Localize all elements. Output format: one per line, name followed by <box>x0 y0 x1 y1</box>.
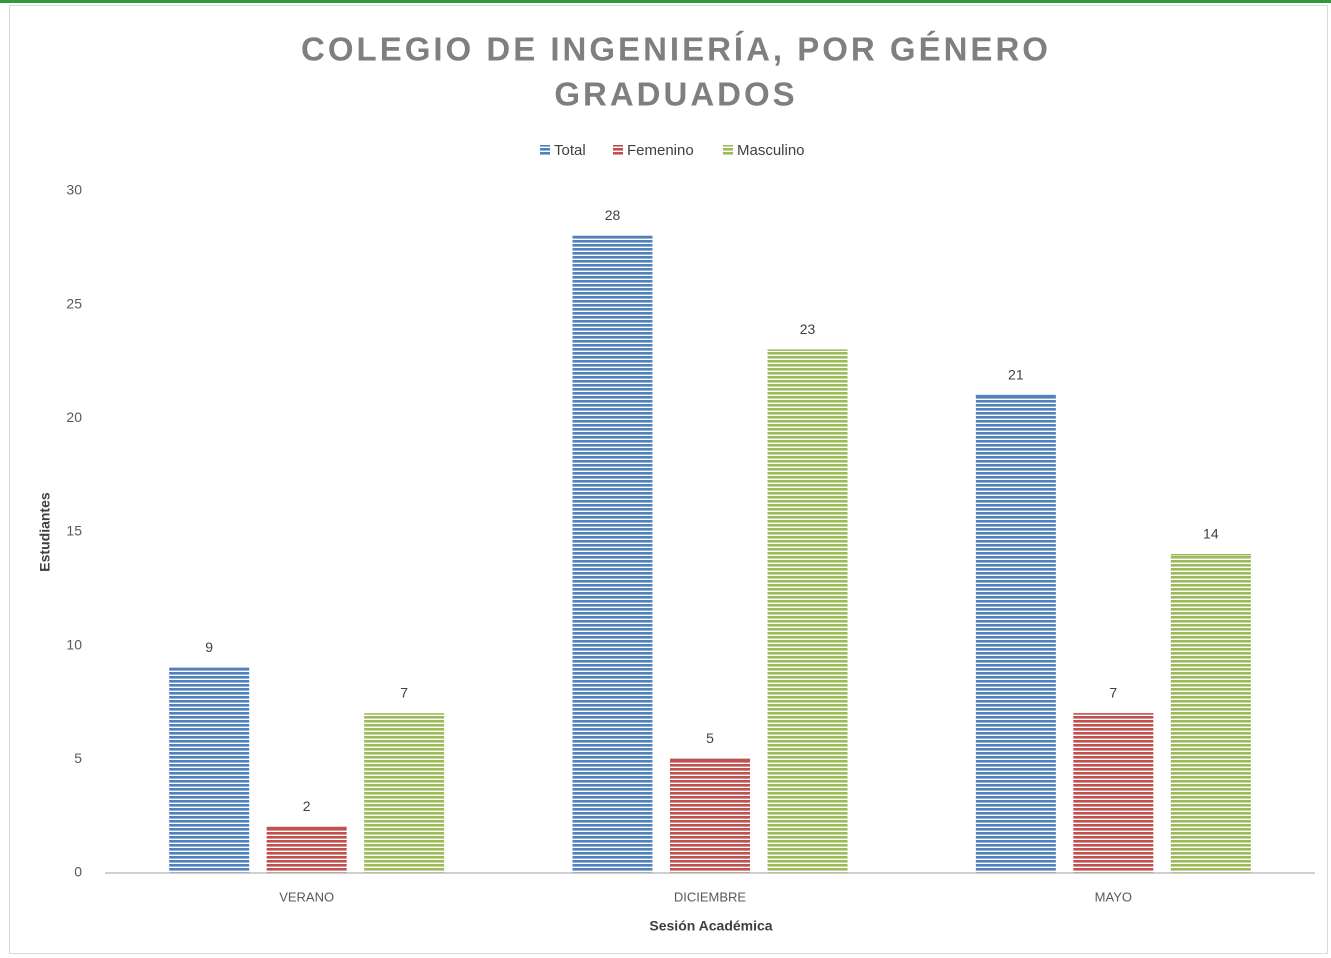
data-label: 23 <box>800 321 816 337</box>
y-tick-label: 20 <box>66 409 82 425</box>
chart-title: GRADUADOS <box>554 76 797 113</box>
bar <box>572 236 653 873</box>
data-label: 28 <box>605 207 621 223</box>
legend-swatch <box>540 145 550 155</box>
legend-label: Femenino <box>627 142 694 159</box>
bar <box>169 668 250 873</box>
x-tick-label: VERANO <box>279 889 334 904</box>
x-axis-title: Sesión Académica <box>649 918 772 934</box>
data-label: 14 <box>1203 525 1219 541</box>
bar <box>1073 713 1154 873</box>
data-label: 5 <box>706 730 714 746</box>
bar <box>266 827 347 873</box>
top-bar <box>0 0 1331 3</box>
y-tick-label: 30 <box>66 182 82 198</box>
data-label: 9 <box>205 639 213 655</box>
bar <box>767 350 848 874</box>
chart-border <box>9 5 1328 954</box>
bar <box>670 759 750 873</box>
data-label: 7 <box>400 685 408 701</box>
bar <box>1170 554 1251 873</box>
legend-swatch <box>613 145 623 155</box>
bar <box>364 713 445 873</box>
y-tick-label: 0 <box>74 864 82 880</box>
y-tick-label: 15 <box>66 523 82 539</box>
legend-label: Masculino <box>737 142 805 159</box>
data-label: 21 <box>1008 366 1024 382</box>
legend-label: Total <box>554 142 586 159</box>
y-tick-label: 5 <box>74 750 82 766</box>
chart-title: COLEGIO DE INGENIERÍA, POR GÉNERO <box>301 31 1051 68</box>
data-label: 7 <box>1109 685 1117 701</box>
legend-swatch <box>723 145 733 155</box>
y-tick-label: 25 <box>66 295 82 311</box>
y-tick-label: 10 <box>66 636 82 652</box>
x-tick-label: MAYO <box>1095 889 1132 904</box>
bar <box>975 395 1056 873</box>
data-label: 2 <box>303 798 311 814</box>
y-axis-title: Estudiantes <box>37 492 53 572</box>
x-tick-label: DICIEMBRE <box>674 889 747 904</box>
